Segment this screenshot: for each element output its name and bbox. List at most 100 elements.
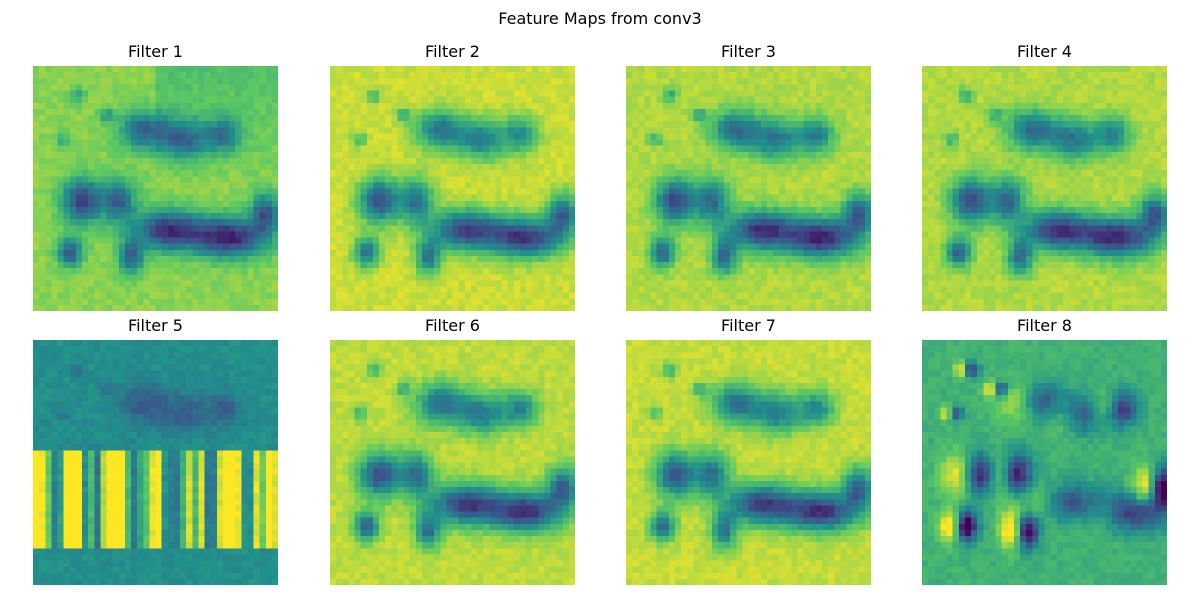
- heatmap-cell: [458, 170, 465, 177]
- heatmap-cell: [342, 164, 349, 171]
- heatmap-cell: [360, 304, 367, 311]
- heatmap-cell: [681, 292, 688, 299]
- heatmap-cell: [155, 249, 162, 256]
- heatmap-cell: [403, 268, 410, 275]
- heatmap-cell: [112, 237, 119, 244]
- heatmap-cell: [118, 139, 125, 146]
- heatmap-cell: [675, 90, 682, 97]
- heatmap-cell: [644, 90, 651, 97]
- heatmap-cell: [711, 304, 718, 311]
- heatmap-cell: [748, 231, 755, 238]
- heatmap-cell: [470, 102, 478, 109]
- heatmap-cell: [88, 182, 95, 189]
- heatmap-cell: [1130, 66, 1137, 73]
- heatmap-cell: [75, 176, 83, 183]
- heatmap-cell: [186, 231, 193, 238]
- heatmap-cell: [858, 133, 865, 140]
- heatmap-cell: [222, 139, 230, 146]
- heatmap-cell: [458, 298, 465, 305]
- heatmap-cell: [45, 206, 52, 214]
- heatmap-cell: [632, 151, 639, 158]
- heatmap-cell: [82, 115, 89, 122]
- heatmap-cell: [137, 66, 144, 73]
- heatmap-cell: [354, 255, 361, 263]
- heatmap-cell: [526, 280, 533, 287]
- heatmap-cell: [259, 274, 266, 281]
- heatmap-cell: [501, 200, 508, 207]
- heatmap-cell: [452, 194, 459, 201]
- heatmap-cell: [342, 102, 349, 109]
- heatmap-cell: [428, 176, 435, 183]
- heatmap-cell: [681, 231, 688, 238]
- heatmap-cell: [198, 78, 205, 85]
- heatmap-cell: [94, 298, 101, 305]
- heatmap-cell: [167, 304, 174, 311]
- heatmap-cell: [222, 182, 230, 189]
- heatmap-cell: [391, 262, 398, 269]
- heatmap-cell: [88, 176, 95, 183]
- heatmap-cell: [840, 66, 847, 73]
- heatmap-cell: [155, 292, 162, 299]
- heatmap-cell: [977, 66, 984, 73]
- heatmap-cell: [822, 231, 829, 238]
- heatmap-cell: [760, 268, 767, 275]
- heatmap-cell: [366, 78, 373, 85]
- heatmap-cell: [161, 194, 168, 201]
- heatmap-cell: [94, 280, 101, 287]
- heatmap-cell: [265, 298, 272, 305]
- heatmap-cell: [668, 66, 676, 73]
- heatmap-cell: [51, 139, 58, 146]
- heatmap-cell: [186, 188, 193, 195]
- heatmap-cell: [470, 206, 478, 214]
- heatmap-cell: [235, 182, 242, 189]
- heatmap-cell: [742, 139, 749, 146]
- heatmap-cell: [477, 78, 484, 85]
- heatmap-cell: [711, 225, 718, 232]
- heatmap-cell: [336, 304, 343, 311]
- heatmap-cell: [815, 145, 823, 152]
- heatmap-cell: [983, 66, 990, 73]
- heatmap-cell: [118, 78, 125, 85]
- heatmap-cell: [82, 292, 89, 299]
- heatmap-cell: [440, 268, 447, 275]
- heatmap-cell: [51, 164, 58, 171]
- heatmap-cell: [131, 84, 138, 91]
- heatmap-cell: [779, 157, 786, 165]
- heatmap-cell: [253, 249, 260, 256]
- heatmap-cell: [51, 200, 58, 207]
- heatmap-cell: [501, 268, 508, 275]
- heatmap-cell: [568, 286, 575, 293]
- heatmap-cell: [51, 286, 58, 293]
- heatmap-cell: [773, 170, 780, 177]
- heatmap-cell: [644, 157, 651, 165]
- heatmap-cell: [155, 274, 162, 281]
- heatmap-cell: [550, 170, 557, 177]
- heatmap-cell: [495, 139, 502, 146]
- heatmap-cell: [82, 268, 89, 275]
- heatmap-cell: [180, 237, 187, 244]
- heatmap-cell: [63, 194, 70, 201]
- heatmap-cell: [699, 139, 706, 146]
- heatmap-cell: [730, 304, 737, 311]
- heatmap-cell: [247, 151, 254, 158]
- heatmap-cell: [644, 206, 651, 214]
- heatmap-cell: [705, 262, 712, 269]
- heatmap-cell: [379, 188, 386, 195]
- heatmap-cell: [100, 164, 107, 171]
- heatmap-cell: [681, 96, 688, 103]
- heatmap-cell: [39, 121, 46, 128]
- heatmap-cell: [198, 255, 205, 263]
- heatmap-cell: [421, 164, 429, 171]
- heatmap-cell: [730, 164, 737, 171]
- heatmap-cell: [342, 115, 349, 122]
- heatmap-cell: [773, 243, 780, 250]
- heatmap-cell: [650, 182, 657, 189]
- heatmap-cell: [39, 78, 46, 85]
- heatmap-cell: [348, 219, 355, 226]
- heatmap-cell: [1050, 90, 1057, 97]
- heatmap-cell: [458, 280, 465, 287]
- heatmap-cell: [477, 145, 484, 152]
- heatmap-cell: [858, 164, 865, 171]
- heatmap-cell: [852, 96, 859, 103]
- heatmap-cell: [556, 157, 563, 165]
